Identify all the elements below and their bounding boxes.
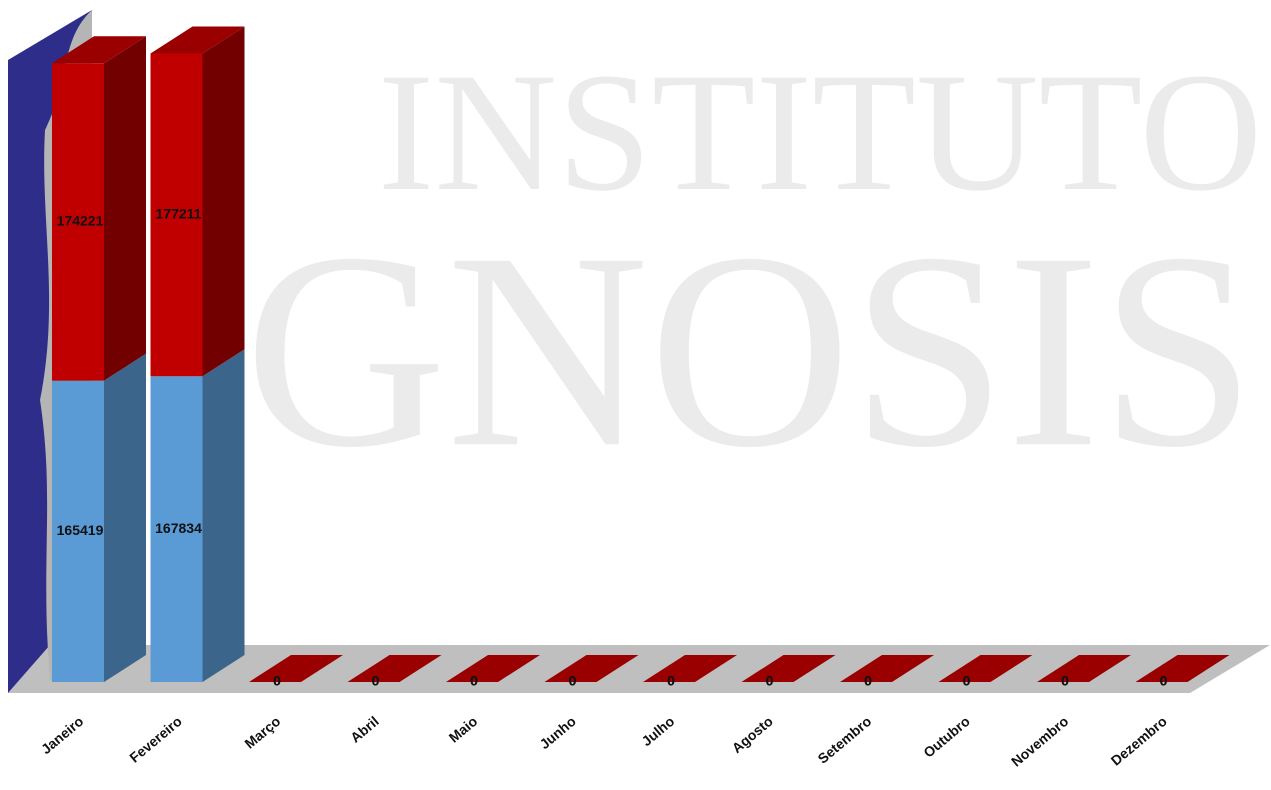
x-tick-label: Junho	[536, 713, 578, 752]
bar-top	[347, 655, 442, 682]
bar-top	[938, 655, 1033, 682]
data-label: 0	[963, 673, 971, 689]
x-tick-label: Abril	[347, 713, 382, 746]
bar-top	[446, 655, 540, 682]
watermark: GNOSIS	[244, 194, 1255, 505]
bar-top	[544, 655, 639, 682]
x-tick-label: Janeiro	[38, 713, 86, 757]
data-label: 0	[1160, 673, 1168, 689]
data-label: 0	[963, 673, 971, 689]
data-label: 0	[1061, 673, 1069, 689]
data-label: 0	[372, 673, 380, 689]
x-tick-label: Novembro	[1008, 713, 1071, 770]
bar-side	[104, 353, 146, 682]
bar-top	[52, 36, 146, 64]
data-label: 0	[569, 673, 577, 689]
x-tick-label: Fevereiro	[126, 713, 185, 766]
data-label: 0	[864, 673, 872, 689]
x-tick-label: Maio	[446, 713, 481, 746]
bar-front	[52, 380, 104, 682]
data-label: 0	[1061, 673, 1069, 689]
data-label: 177211	[156, 206, 202, 222]
data-label: 0	[766, 673, 774, 689]
x-tick-label: Março	[241, 713, 283, 752]
data-label: 0	[1160, 673, 1168, 689]
data-label: 165419	[57, 522, 104, 538]
data-label: 0	[667, 673, 675, 689]
bar-top	[1037, 655, 1131, 682]
bar-top	[840, 655, 934, 682]
x-tick-label: Julho	[638, 713, 677, 749]
watermark: INSTITUTO	[378, 38, 1263, 226]
bar-top	[1135, 655, 1230, 682]
data-label: 0	[766, 673, 774, 689]
bar-side	[104, 36, 146, 381]
bar-front	[52, 63, 104, 381]
bar-top	[249, 655, 343, 682]
data-label: 0	[864, 673, 872, 689]
data-label: 0	[667, 673, 675, 689]
data-label: 0	[470, 673, 478, 689]
data-label: 0	[470, 673, 478, 689]
x-tick-label: Dezembro	[1108, 713, 1170, 769]
x-tick-label: Agosto	[729, 713, 776, 756]
data-label: 0	[569, 673, 577, 689]
data-label: 0	[372, 673, 380, 689]
bar-top	[150, 26, 245, 54]
data-label: 174221	[57, 213, 104, 229]
bar-side	[202, 26, 245, 377]
data-label: 0	[273, 673, 281, 689]
x-tick-label: Setembro	[815, 713, 875, 767]
bar-front	[150, 53, 203, 377]
bar-top	[741, 655, 836, 682]
data-label: 167834	[155, 520, 202, 536]
bar-front	[150, 376, 203, 682]
data-label: 0	[273, 673, 281, 689]
bar-top	[643, 655, 737, 682]
bar-side	[202, 349, 245, 682]
x-tick-label: Outubro	[920, 713, 973, 761]
